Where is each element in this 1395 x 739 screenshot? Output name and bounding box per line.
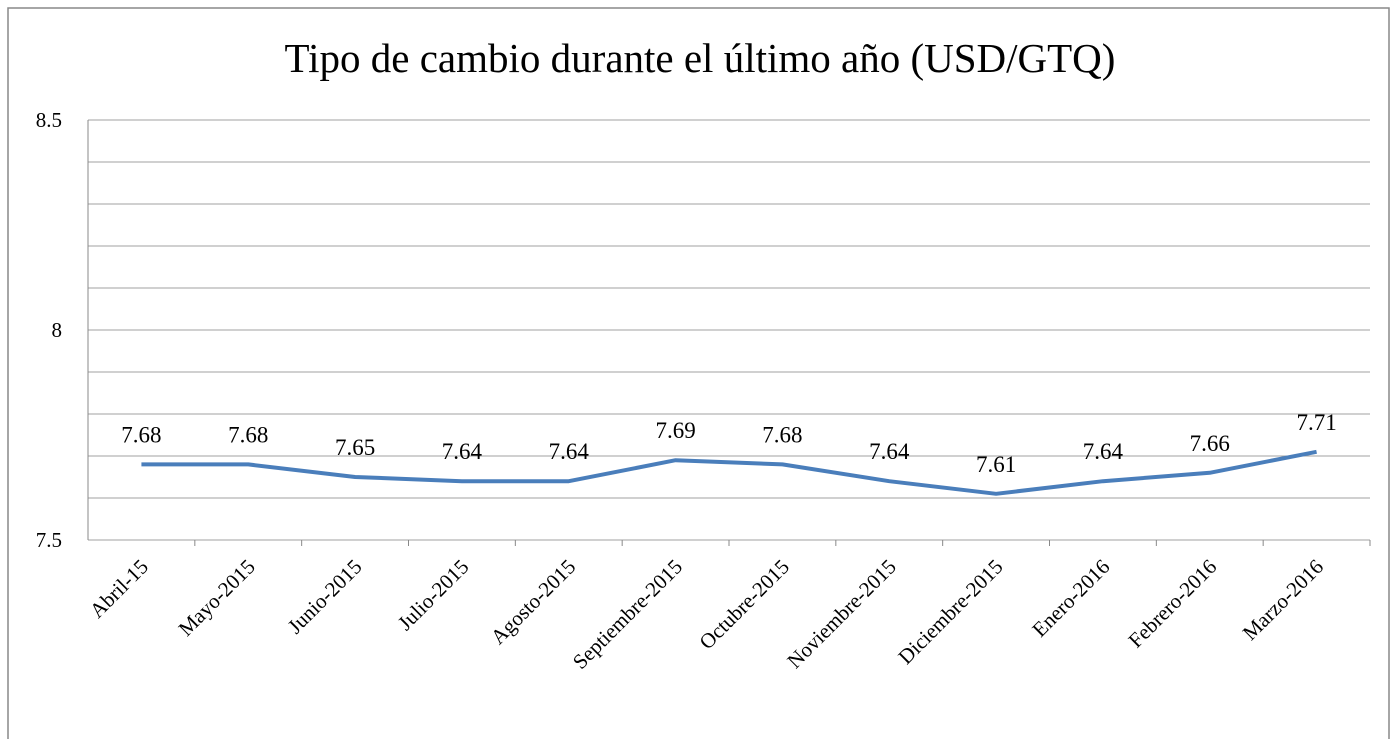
- data-label: 7.68: [121, 422, 161, 447]
- data-label: 7.71: [1296, 410, 1336, 435]
- data-label: 7.64: [442, 439, 483, 464]
- line-series: [141, 449, 1317, 496]
- data-label: 7.64: [1083, 439, 1124, 464]
- y-tick-label: 7.5: [36, 528, 62, 552]
- chart-title: Tipo de cambio durante el último año (US…: [285, 35, 1116, 81]
- data-label: 7.69: [655, 418, 695, 443]
- data-label: 7.68: [228, 422, 268, 447]
- data-label: 7.68: [762, 422, 802, 447]
- data-label: 7.64: [869, 439, 910, 464]
- chart-border: [7, 7, 1390, 739]
- y-tick-label: 8.5: [36, 108, 62, 132]
- data-label: 7.64: [549, 439, 590, 464]
- data-label: 7.65: [335, 435, 375, 460]
- data-label: 7.66: [1190, 431, 1230, 456]
- y-tick-label: 8: [52, 318, 63, 342]
- data-label: 7.61: [976, 452, 1016, 477]
